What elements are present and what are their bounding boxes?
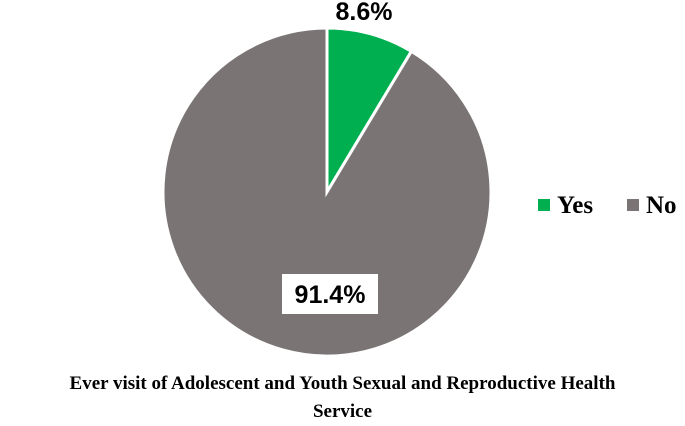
pie-slice-yes	[325, 26, 414, 198]
data-label-yes: 8.6%	[336, 0, 393, 26]
caption-line-2: Service	[312, 401, 373, 422]
chart-caption: Ever visit of Adolescent and Youth Sexua…	[0, 370, 685, 426]
pie-slice-no	[161, 26, 493, 358]
legend-swatch-no	[627, 199, 639, 211]
pie-slices	[161, 26, 493, 358]
data-label-no-box	[282, 274, 378, 314]
legend-label-no: No	[646, 192, 677, 219]
data-label-no: 91.4%	[295, 281, 366, 309]
pie-data-labels: 8.6% 91.4%	[282, 0, 392, 314]
legend-swatch-yes	[538, 199, 550, 211]
caption-line-1: Ever visit of Adolescent and Youth Sexua…	[69, 373, 616, 394]
legend: Yes No	[538, 192, 677, 219]
legend-label-yes: Yes	[557, 192, 593, 219]
